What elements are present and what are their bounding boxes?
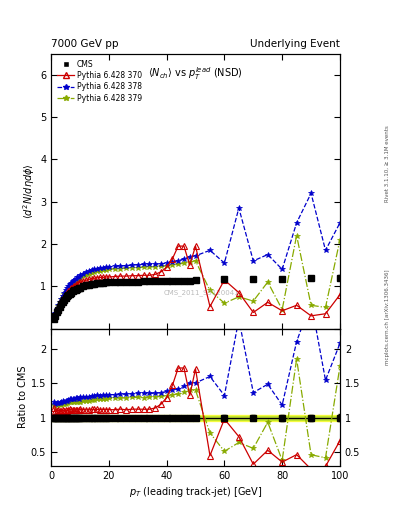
Text: CMS_2011_S9120041: CMS_2011_S9120041 xyxy=(163,289,239,295)
Text: mcplots.cern.ch [arXiv:1306.3436]: mcplots.cern.ch [arXiv:1306.3436] xyxy=(385,270,389,365)
Text: 7000 GeV pp: 7000 GeV pp xyxy=(51,38,119,49)
Text: $\langle N_{ch}\rangle$ vs $p_T^{lead}$ (NSD): $\langle N_{ch}\rangle$ vs $p_T^{lead}$ … xyxy=(148,65,243,81)
Y-axis label: $\langle d^2 N/d\eta d\phi \rangle$: $\langle d^2 N/d\eta d\phi \rangle$ xyxy=(21,163,37,219)
Text: Rivet 3.1.10, ≥ 3.1M events: Rivet 3.1.10, ≥ 3.1M events xyxy=(385,125,389,202)
X-axis label: $p_T$ (leading track-jet) [GeV]: $p_T$ (leading track-jet) [GeV] xyxy=(129,485,262,499)
Text: Underlying Event: Underlying Event xyxy=(250,38,340,49)
Legend: CMS, Pythia 6.428 370, Pythia 6.428 378, Pythia 6.428 379: CMS, Pythia 6.428 370, Pythia 6.428 378,… xyxy=(55,57,145,105)
Y-axis label: Ratio to CMS: Ratio to CMS xyxy=(18,366,28,429)
